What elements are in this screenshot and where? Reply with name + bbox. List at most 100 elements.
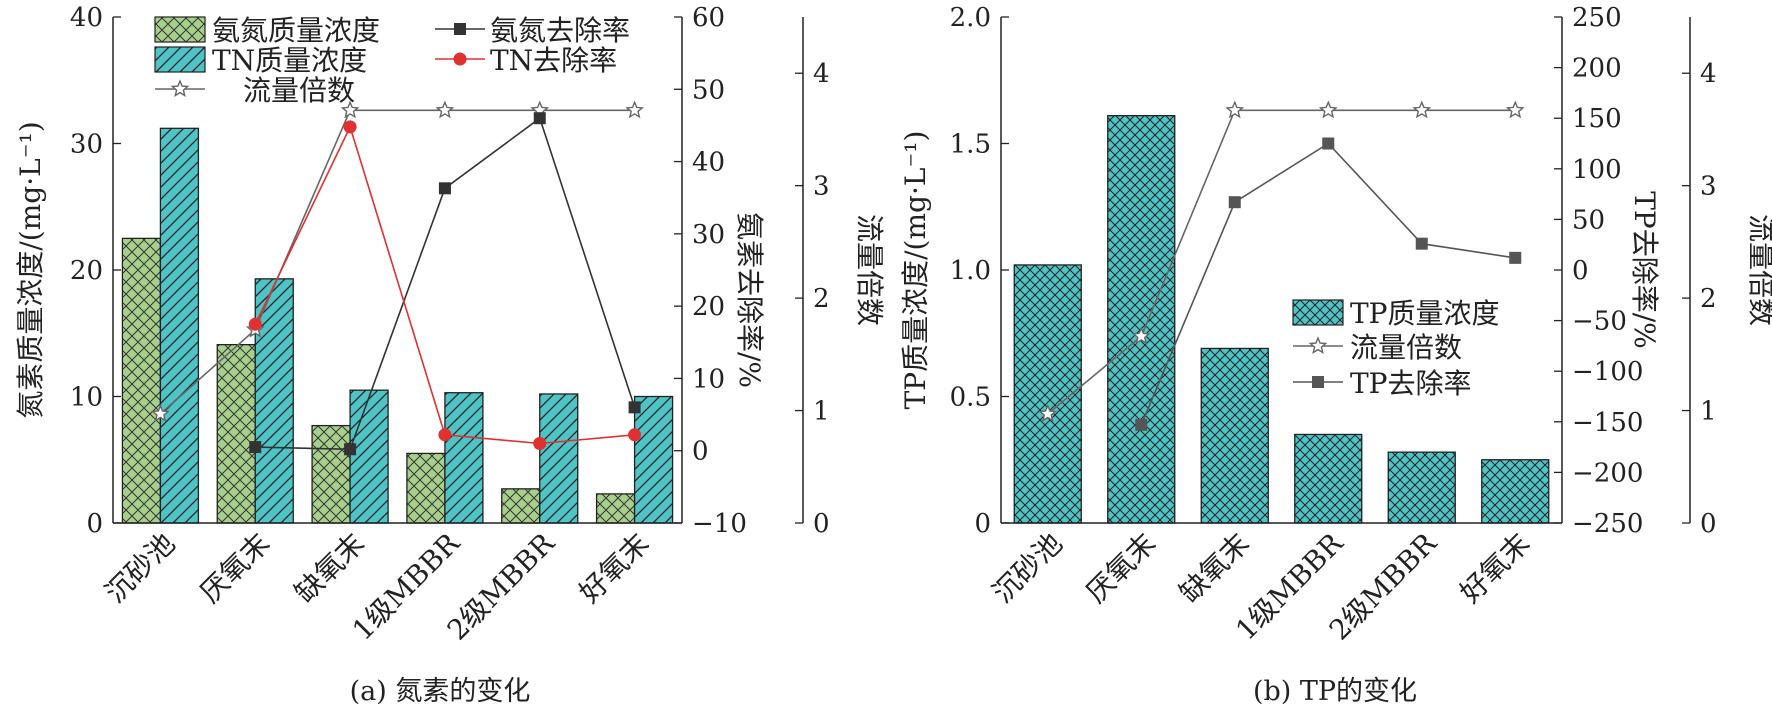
point-1-0 (1038, 404, 1058, 422)
tick-label-left: 10 (70, 383, 103, 413)
legend-label: 流量倍数 (243, 74, 355, 107)
point-1-2 (1225, 100, 1245, 119)
legend-label: TP去除率 (1350, 367, 1472, 400)
tick-label-left: 2.0 (950, 3, 991, 33)
legend-marker-flow (170, 79, 190, 97)
figure-caption: (b) TP的变化 (1253, 676, 1417, 707)
legend-swatch-tn-conc (154, 46, 206, 73)
tick-label-left: 0 (86, 509, 103, 539)
point-4-1 (343, 120, 357, 134)
y-axis-title-right2: 流量倍数 (853, 214, 886, 326)
tick-label-left: 1.0 (950, 256, 991, 286)
tick-label-right1: −10 (692, 509, 747, 539)
tick-label-right1: 100 (1572, 155, 1622, 185)
category-label: 缺氧末 (288, 527, 371, 610)
category-label: 好氧末 (573, 527, 656, 610)
tick-label-right2: 2 (1700, 284, 1717, 314)
tick-label-right2: 3 (813, 172, 830, 202)
point-2-1 (1228, 196, 1241, 209)
bar-0-1 (216, 343, 256, 524)
y-axis-title-right1: TP去除率/% (1628, 191, 1661, 349)
point-3-2 (438, 182, 451, 195)
tick-label-left: 40 (70, 3, 103, 33)
legend-label: TN去除率 (490, 44, 617, 77)
bar-0-3 (1294, 433, 1363, 524)
y-axis-title-left: TP质量浓度/(mg·L⁻¹) (899, 131, 932, 410)
category-label: 沉砂池 (986, 527, 1069, 610)
point-2-0 (151, 404, 170, 422)
bar-0-2 (1200, 347, 1269, 524)
point-2-3 (435, 100, 455, 119)
tick-label-right1: 10 (692, 364, 725, 394)
category-label: 好氧末 (1453, 527, 1536, 610)
tick-label-right1: 40 (692, 148, 725, 178)
point-4-0 (248, 317, 262, 331)
tick-label-right1: 0 (692, 437, 709, 467)
point-2-0 (1135, 418, 1148, 431)
tick-label-right1: 0 (1572, 256, 1589, 286)
point-2-2 (1322, 137, 1335, 150)
tick-label-left: 0 (974, 509, 991, 539)
bar-0-0 (121, 237, 162, 524)
category-label: 厌氧末 (193, 527, 276, 610)
tick-label-right1: −150 (1572, 408, 1643, 438)
legend-marker-tp-removal (1312, 376, 1324, 388)
tick-label-right1: −250 (1572, 509, 1643, 539)
tick-label-left: 0.5 (950, 383, 991, 413)
category-label: 厌氧末 (1079, 527, 1162, 610)
tick-label-right2: 0 (1700, 509, 1717, 539)
point-3-3 (533, 112, 546, 125)
tick-label-left: 1.5 (950, 130, 991, 160)
tick-label-right2: 0 (813, 509, 830, 539)
point-4-3 (533, 436, 547, 450)
line-2 (159, 109, 635, 415)
bar-1-3 (444, 392, 484, 524)
bar-0-5 (1481, 459, 1550, 524)
tick-label-right1: 30 (692, 220, 725, 250)
legend-label: TN质量浓度 (212, 44, 367, 77)
bar-1-1 (254, 278, 294, 524)
tick-label-right2: 4 (813, 59, 830, 89)
point-1-1 (1131, 326, 1151, 345)
point-4-4 (628, 428, 642, 442)
tick-label-right1: 200 (1572, 54, 1622, 84)
tick-label-right1: 250 (1572, 3, 1622, 33)
tick-label-right2: 1 (1700, 397, 1717, 427)
chart-phosphorus: 0 0.5 1.0 1.5 2.0 −250 −200 −150 −100 −50 0 50 100 15… (899, 3, 1772, 707)
figure-caption: (a) 氮素的变化 (350, 676, 531, 707)
line-1 (1047, 109, 1516, 415)
category-label: 沉砂池 (99, 527, 182, 610)
bar-1-5 (633, 395, 674, 524)
bar-0-4 (1387, 451, 1456, 524)
legend-marker-ammonia-removal (454, 23, 466, 35)
point-1-5 (1505, 100, 1525, 119)
bar-0-2 (311, 424, 351, 524)
bar-1-2 (349, 389, 389, 524)
point-2-5 (625, 100, 644, 119)
legend-swatch-tp-conc (1292, 299, 1344, 326)
point-2-2 (340, 100, 360, 119)
tick-label-left: 30 (70, 130, 103, 160)
legend-label: 流量倍数 (1350, 331, 1462, 364)
point-2-3 (1415, 237, 1428, 250)
point-3-4 (628, 401, 641, 414)
tick-label-right2: 2 (813, 284, 830, 314)
legend-label: 氨氮去除率 (490, 14, 630, 47)
tick-label-right1: 150 (1572, 104, 1622, 134)
point-3-0 (249, 441, 262, 454)
tick-label-right1: 50 (1572, 205, 1605, 235)
tick-label-right1: −100 (1572, 357, 1643, 387)
bar-0-4 (501, 488, 541, 524)
point-2-4 (1509, 251, 1522, 264)
tick-label-left: 20 (70, 256, 103, 286)
legend-marker-tn-removal (453, 52, 467, 66)
category-label: 缺氧末 (1173, 527, 1256, 610)
bar-0-3 (406, 452, 446, 524)
point-1-4 (1412, 100, 1432, 119)
legend-swatch-ammonia-conc (154, 16, 206, 43)
tick-label-right1: −200 (1572, 458, 1643, 488)
legend-marker-flow (1308, 336, 1328, 354)
y-axis-title-left: 氮素质量浓度/(mg·L⁻¹) (14, 121, 47, 418)
